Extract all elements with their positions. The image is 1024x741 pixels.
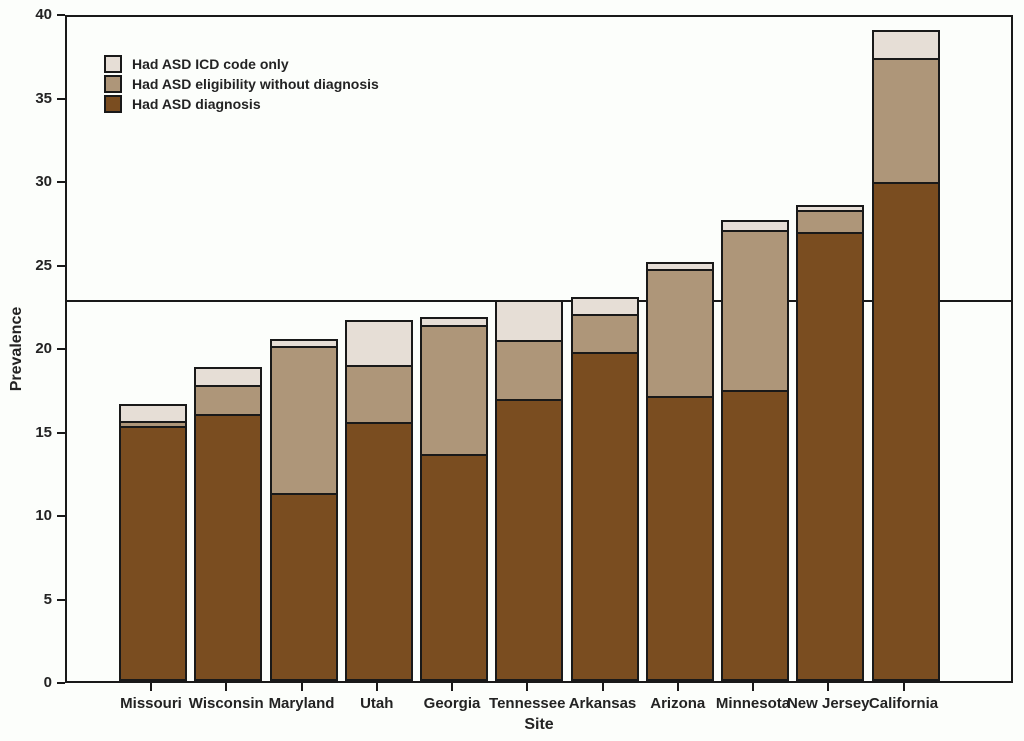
x-tick [451,683,453,691]
x-label-missouri: Missouri [120,695,182,712]
y-tick-label: 20 [35,340,52,357]
bar-segment-had-asd-eligibility-without-diagnosis [422,327,486,456]
bar-segment-had-asd-eligibility-without-diagnosis [196,387,261,416]
y-tick-label: 30 [35,173,52,190]
y-tick-label: 35 [35,89,52,107]
x-label-minnesota: Minnesota [715,695,791,712]
bar-segment-had-asd-icd-code-only [271,341,336,348]
bar-segment-had-asd-eligibility-without-diagnosis [798,212,863,234]
bar-california [871,30,940,681]
x-tick [225,683,228,691]
x-tick [601,683,604,691]
bar-minnesota [721,220,789,681]
bar-new-jersey [796,205,865,681]
y-tick-label: 5 [43,590,52,608]
y-tick-label: 0 [43,674,52,691]
bar-maryland [269,339,338,681]
x-label-maryland: Maryland [268,695,335,712]
bar-segment-had-asd-eligibility-without-diagnosis [647,270,712,398]
x-label-california: California [868,695,939,712]
plot-area: Had ASD ICD code only Had ASD eligibility… [65,15,1013,683]
bar-segment-had-asd-eligibility-without-diagnosis [271,347,336,495]
legend-label: Had ASD diagnosis [132,96,261,112]
x-label-tennessee: Tennessee [489,695,566,712]
legend-label: Had ASD ICD code only [132,56,289,72]
x-tick [902,683,905,691]
legend-row: Had ASD diagnosis [104,94,379,114]
legend-swatch-icon [104,75,122,93]
legend-row: Had ASD ICD code only [104,54,379,74]
x-tick [676,683,679,691]
bar-segment-had-asd-eligibility-without-diagnosis [497,342,562,401]
bar-segment-had-asd-icd-code-only [873,32,938,61]
x-tick [827,683,830,691]
y-tick [57,97,65,100]
bar-arizona [645,262,714,681]
x-tick [150,683,152,691]
bar-tennessee [495,300,564,681]
y-tick [57,515,65,517]
bar-segment-had-asd-icd-code-only [346,322,411,368]
y-tick [57,348,65,350]
bar-segment-had-asd-icd-code-only [497,302,562,343]
bar-segment-had-asd-icd-code-only [121,406,185,423]
bar-wisconsin [194,367,263,681]
y-tick [57,431,65,434]
legend-swatch-icon [104,55,122,73]
y-tick-label: 25 [35,256,52,274]
x-axis-title: Site [524,716,554,733]
x-label-arizona: Arizona [650,695,706,712]
bar-segment-had-asd-eligibility-without-diagnosis [873,60,938,184]
bar-arkansas [570,297,639,681]
bar-segment-had-asd-eligibility-without-diagnosis [121,422,185,428]
legend-label: Had ASD eligibility without diagnosis [132,76,379,92]
bar-georgia [420,317,488,681]
legend-swatch-icon [104,95,122,113]
x-label-utah: Utah [360,695,394,712]
bar-segment-had-asd-eligibility-without-diagnosis [346,367,411,424]
x-tick [375,683,378,691]
x-label-wisconsin: Wisconsin [188,695,264,712]
x-tick [300,683,303,691]
bar-segment-had-asd-icd-code-only [723,222,787,233]
y-tick-label: 40 [35,6,52,23]
legend-row: Had ASD eligibility without diagnosis [104,74,379,94]
y-tick-label: 15 [35,423,52,441]
bar-utah [344,320,413,681]
y-axis-title: Prevalence [8,306,25,392]
bar-segment-had-asd-eligibility-without-diagnosis [572,315,637,355]
bar-segment-had-asd-icd-code-only [196,369,261,388]
bar-segment-had-asd-icd-code-only [798,207,863,212]
bar-segment-had-asd-eligibility-without-diagnosis [723,232,787,393]
x-tick [752,683,754,691]
y-tick [57,598,65,601]
bar-missouri [119,404,187,681]
x-label-georgia: Georgia [423,695,481,712]
bar-segment-had-asd-icd-code-only [647,264,712,271]
x-tick [526,683,529,691]
y-tick [57,264,65,267]
y-tick [57,14,65,16]
y-tick [57,682,65,684]
x-label-arkansas: Arkansas [568,695,637,712]
chart-legend: Had ASD ICD code only Had ASD eligibility… [104,54,379,114]
bar-segment-had-asd-icd-code-only [572,299,637,316]
y-tick-label: 10 [35,507,52,524]
bar-segment-had-asd-icd-code-only [422,319,486,328]
y-tick [57,181,65,183]
x-label-new-jersey: New Jersey [786,695,870,712]
